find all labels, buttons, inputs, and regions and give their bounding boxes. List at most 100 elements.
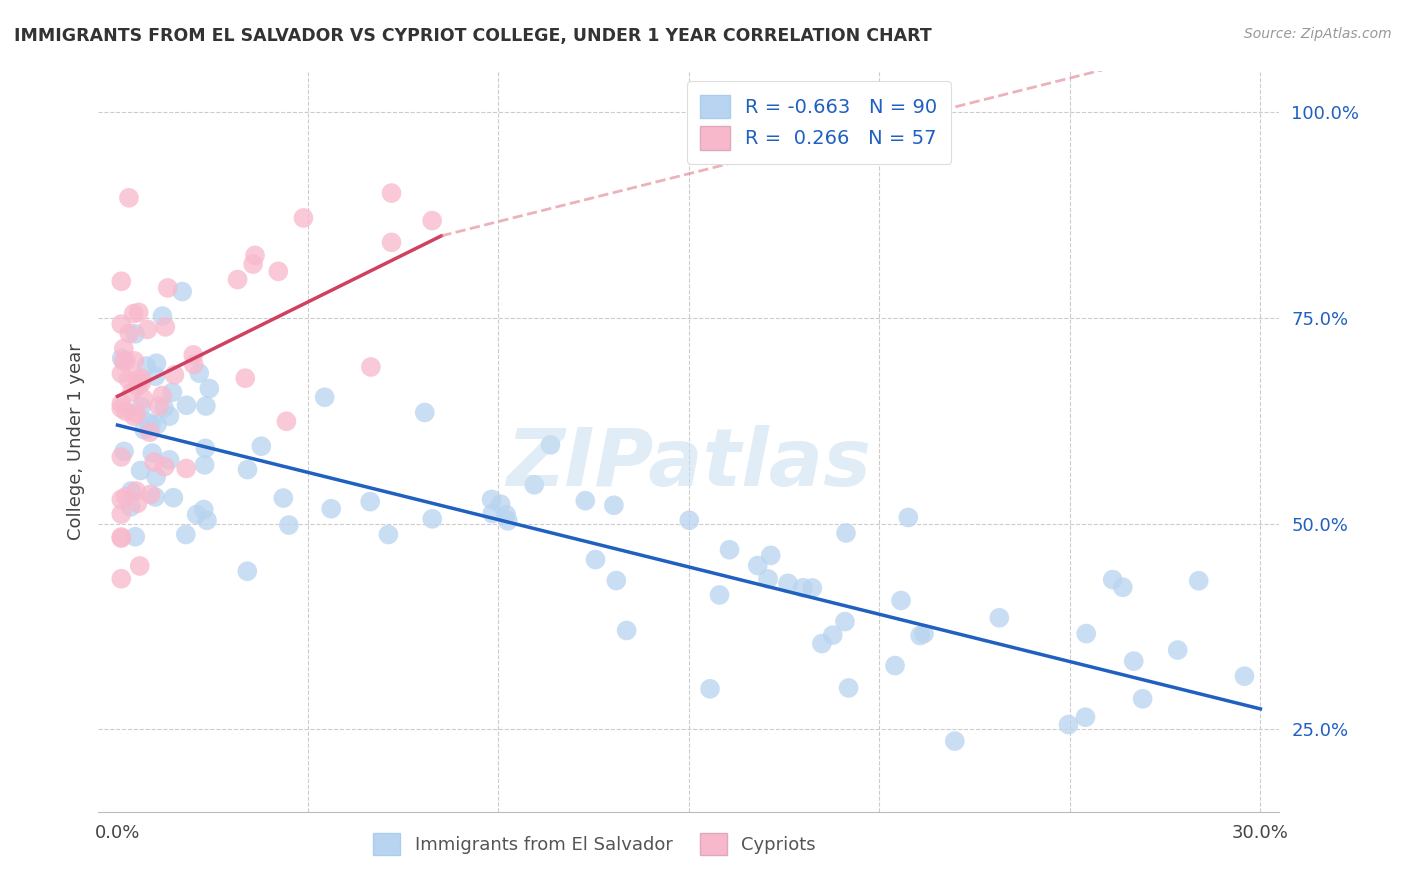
- Point: [110, 397, 132, 411]
- Point: [496, 514, 519, 528]
- Point: [718, 542, 741, 557]
- Point: [988, 611, 1011, 625]
- Point: [121, 385, 143, 400]
- Point: [131, 400, 153, 414]
- Point: [120, 483, 142, 498]
- Point: [125, 373, 148, 387]
- Point: [112, 444, 135, 458]
- Point: [188, 366, 211, 380]
- Point: [146, 417, 169, 432]
- Point: [162, 385, 184, 400]
- Point: [756, 572, 779, 586]
- Point: [155, 319, 177, 334]
- Text: ZIPatlas: ZIPatlas: [506, 425, 872, 503]
- Point: [172, 285, 194, 299]
- Point: [678, 513, 700, 527]
- Point: [776, 576, 799, 591]
- Point: [195, 513, 218, 527]
- Point: [276, 414, 298, 428]
- Point: [127, 496, 149, 510]
- Point: [242, 257, 264, 271]
- Point: [1233, 669, 1256, 683]
- Point: [314, 390, 336, 404]
- Point: [117, 372, 139, 386]
- Point: [747, 558, 769, 573]
- Point: [1057, 717, 1080, 731]
- Point: [122, 307, 145, 321]
- Point: [122, 409, 145, 424]
- Point: [380, 186, 402, 200]
- Point: [110, 507, 132, 521]
- Point: [603, 498, 626, 512]
- Point: [174, 527, 197, 541]
- Point: [1074, 710, 1097, 724]
- Point: [585, 552, 607, 566]
- Point: [110, 530, 132, 544]
- Point: [1101, 573, 1123, 587]
- Point: [110, 572, 132, 586]
- Point: [226, 272, 249, 286]
- Point: [110, 274, 132, 288]
- Point: [1112, 580, 1135, 594]
- Point: [131, 376, 153, 391]
- Point: [420, 213, 443, 227]
- Point: [132, 392, 155, 406]
- Point: [118, 326, 141, 341]
- Point: [143, 490, 166, 504]
- Point: [139, 487, 162, 501]
- Point: [1167, 643, 1189, 657]
- Point: [912, 626, 935, 640]
- Point: [134, 423, 156, 437]
- Point: [250, 439, 273, 453]
- Point: [141, 417, 163, 431]
- Point: [145, 470, 167, 484]
- Point: [481, 507, 503, 521]
- Point: [709, 588, 731, 602]
- Point: [194, 442, 217, 456]
- Point: [125, 484, 148, 499]
- Point: [943, 734, 966, 748]
- Point: [321, 501, 343, 516]
- Point: [150, 388, 173, 402]
- Point: [139, 425, 162, 440]
- Point: [821, 628, 844, 642]
- Point: [292, 211, 315, 225]
- Point: [420, 512, 443, 526]
- Point: [811, 636, 834, 650]
- Point: [128, 305, 150, 319]
- Point: [890, 593, 912, 607]
- Point: [908, 629, 931, 643]
- Point: [110, 401, 132, 416]
- Point: [792, 581, 814, 595]
- Point: [884, 658, 907, 673]
- Point: [243, 248, 266, 262]
- Point: [124, 326, 146, 341]
- Point: [153, 401, 176, 415]
- Point: [271, 491, 294, 505]
- Point: [110, 367, 132, 381]
- Point: [124, 530, 146, 544]
- Point: [233, 371, 256, 385]
- Point: [148, 399, 170, 413]
- Y-axis label: College, Under 1 year: College, Under 1 year: [66, 343, 84, 540]
- Point: [605, 574, 627, 588]
- Point: [186, 508, 208, 522]
- Point: [1132, 691, 1154, 706]
- Point: [120, 500, 142, 514]
- Point: [159, 409, 181, 424]
- Point: [136, 322, 159, 336]
- Point: [198, 382, 221, 396]
- Point: [114, 404, 136, 418]
- Point: [835, 526, 858, 541]
- Point: [194, 458, 217, 472]
- Point: [159, 453, 181, 467]
- Point: [128, 559, 150, 574]
- Point: [377, 527, 399, 541]
- Point: [838, 681, 860, 695]
- Point: [136, 416, 159, 430]
- Point: [236, 462, 259, 476]
- Legend: Immigrants from El Salvador, Cypriots: Immigrants from El Salvador, Cypriots: [366, 825, 823, 862]
- Point: [413, 405, 436, 419]
- Point: [115, 353, 138, 368]
- Point: [125, 407, 148, 421]
